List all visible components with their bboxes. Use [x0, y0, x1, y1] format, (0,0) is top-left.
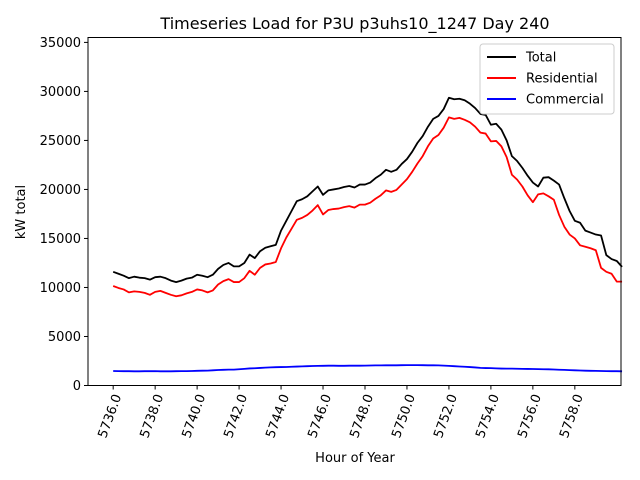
series-line-total [112, 96, 623, 283]
chart-title: Timeseries Load for P3U p3uhs10_1247 Day… [159, 14, 549, 34]
y-tick-label: 30000 [40, 85, 81, 100]
legend-box [479, 43, 615, 115]
axes-frame [87, 37, 622, 386]
y-axis-ticks: 0 5000 10000 15000 20000 25000 30000 35000 [40, 36, 88, 394]
series-line-commercial [113, 364, 623, 373]
series-line-residential [112, 116, 623, 298]
legend-label-residential: Residential [526, 72, 598, 87]
legend-label-total: Total [525, 51, 556, 66]
y-tick-label: 10000 [40, 281, 81, 296]
y-tick-label: 35000 [40, 36, 81, 51]
y-tick-label: 5000 [48, 330, 81, 345]
y-tick-label: 0 [73, 379, 81, 394]
legend: Total Residential Commercial [479, 43, 615, 115]
y-tick-label: 15000 [40, 232, 81, 247]
legend-entries: Total Residential Commercial [487, 51, 604, 108]
y-tick-label: 20000 [40, 183, 81, 198]
series-group [112, 96, 623, 373]
legend-label-commercial: Commercial [526, 93, 604, 108]
x-axis-title: Hour of Year [315, 451, 395, 466]
y-tick-label: 25000 [40, 134, 81, 149]
y-axis-title: kW total [14, 185, 29, 239]
